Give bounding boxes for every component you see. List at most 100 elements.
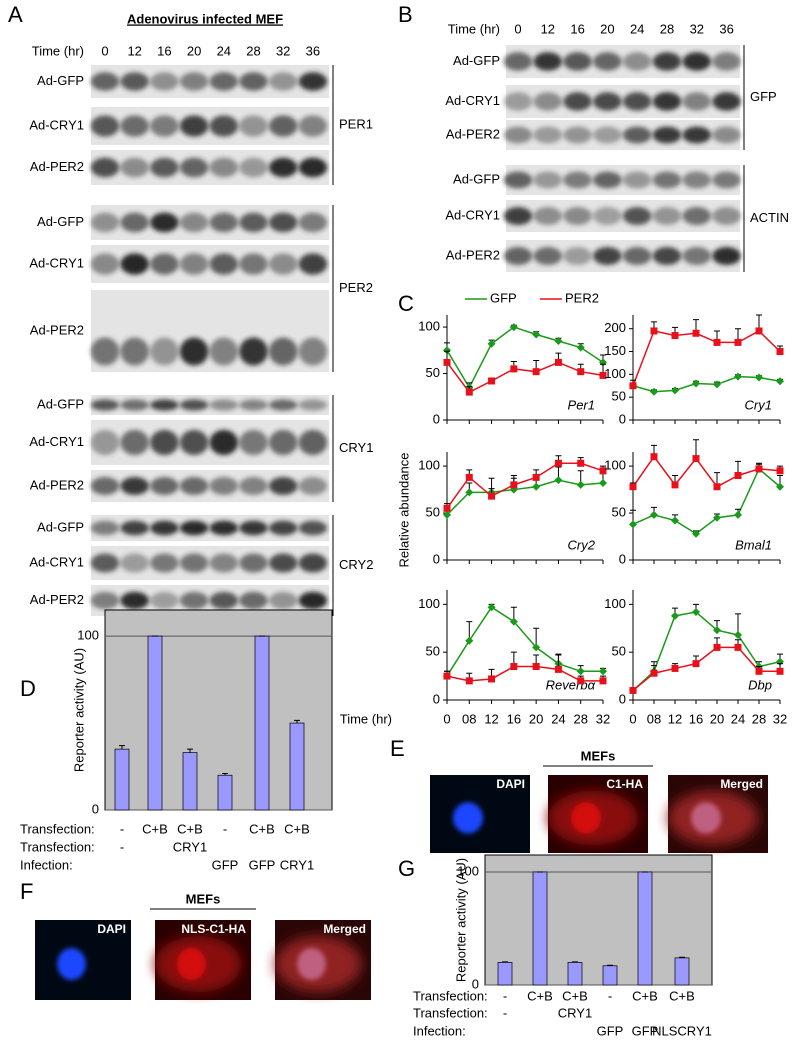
time-label: Time (hr)	[448, 21, 500, 36]
band	[90, 72, 120, 91]
marker	[734, 643, 742, 651]
marker	[443, 358, 451, 366]
time-tick: 36	[719, 21, 733, 36]
band	[179, 553, 209, 573]
band	[298, 399, 328, 411]
blot-title: Adenovirus infected MEF	[127, 11, 283, 26]
band	[120, 399, 149, 411]
time-tick: 0	[514, 21, 521, 36]
bar	[497, 962, 513, 986]
subplot-title: Cry2	[568, 537, 596, 552]
x-tick-label: 28	[573, 711, 587, 726]
row-cell: C+B	[632, 988, 658, 1003]
band	[298, 212, 328, 233]
band	[150, 399, 179, 411]
panel-letter: C	[398, 291, 414, 316]
band	[682, 92, 712, 111]
marker	[510, 481, 518, 489]
band	[622, 92, 652, 111]
series-line	[446, 361, 604, 394]
marker	[487, 339, 496, 348]
band	[150, 72, 179, 91]
marker	[465, 473, 473, 481]
time-tick: 12	[127, 43, 141, 58]
marker	[599, 677, 607, 685]
row-label: Ad-PER2	[30, 477, 84, 492]
image-label: DAPI	[97, 922, 126, 936]
band	[120, 477, 149, 495]
row-label: Ad-CRY1	[445, 207, 500, 222]
x-tick-label: 24	[731, 711, 745, 726]
band	[712, 171, 741, 189]
image-label: Merged	[720, 777, 763, 791]
time-tick: 24	[630, 21, 644, 36]
row-cell: -	[120, 839, 124, 854]
row-label: Ad-CRY1	[29, 255, 84, 270]
row-cell: -	[223, 821, 227, 836]
marker	[713, 338, 721, 346]
marker	[554, 358, 562, 366]
band	[298, 72, 328, 91]
y-tick-label: 50	[612, 644, 626, 659]
band	[150, 337, 179, 366]
row-cell: -	[608, 988, 612, 1003]
marker	[554, 337, 563, 346]
bar	[182, 752, 198, 811]
band	[268, 253, 298, 275]
marker	[713, 513, 721, 522]
band	[298, 477, 328, 495]
marker	[599, 478, 607, 487]
row-label: Ad-PER2	[446, 247, 500, 262]
row-cell: GFP	[632, 1023, 659, 1038]
marker	[576, 480, 585, 489]
band	[120, 520, 149, 536]
y-axis-label: Reporter activity (AU)	[453, 858, 468, 982]
row-label: Ad-GFP	[37, 396, 84, 411]
marker	[755, 327, 763, 335]
row-cell: C+B	[669, 988, 695, 1003]
y-tick-label: 0	[433, 551, 440, 566]
marker	[692, 608, 700, 616]
series-line	[446, 665, 603, 682]
band	[268, 477, 298, 495]
image-label: DAPI	[496, 777, 525, 791]
row-label: Ad-PER2	[30, 592, 84, 607]
error-bar	[679, 956, 685, 958]
marker	[509, 323, 518, 332]
marker	[554, 459, 562, 467]
band	[533, 92, 563, 111]
marker	[465, 636, 474, 645]
y-tick-label: 100	[77, 628, 99, 643]
marker	[713, 483, 721, 491]
band	[682, 52, 712, 71]
y-tick-label: 100	[457, 863, 479, 878]
band	[593, 52, 622, 71]
band	[298, 337, 328, 366]
band	[593, 207, 622, 225]
y-tick-label: 150	[604, 343, 626, 358]
band	[150, 212, 179, 233]
band	[563, 207, 592, 225]
band	[533, 247, 563, 265]
band	[268, 591, 298, 610]
subplot-title: Reverbα	[546, 677, 596, 692]
band	[593, 247, 622, 265]
band	[682, 126, 712, 144]
band	[652, 171, 682, 189]
band	[120, 72, 149, 91]
row-cell: GFP	[249, 857, 276, 872]
band	[179, 520, 209, 536]
band	[150, 553, 179, 573]
y-tick-label: 0	[619, 551, 626, 566]
y-tick-label: 0	[92, 801, 99, 816]
band	[712, 247, 741, 265]
marker	[692, 329, 700, 337]
panel-letter: F	[20, 879, 33, 904]
row-cell: C+B	[527, 988, 553, 1003]
bar	[217, 774, 233, 811]
band	[652, 92, 682, 111]
marker	[755, 465, 763, 473]
row-label: Transfection:	[20, 839, 95, 854]
marker	[650, 387, 658, 396]
band	[90, 157, 120, 178]
